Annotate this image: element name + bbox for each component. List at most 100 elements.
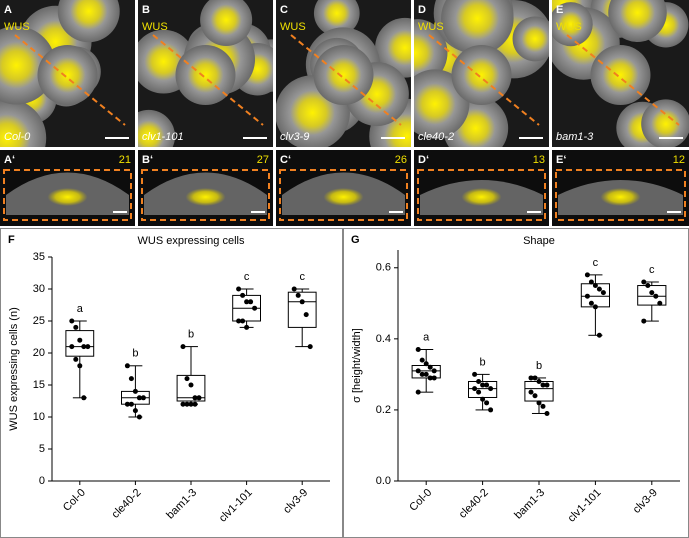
panel-label: D‘ <box>418 154 429 166</box>
data-point <box>480 396 486 402</box>
y-tick-label: 0 <box>39 475 45 487</box>
micrograph <box>138 0 273 147</box>
data-point <box>649 290 655 296</box>
data-point <box>641 318 647 324</box>
wus-signal <box>210 4 242 36</box>
data-point <box>532 375 538 381</box>
data-point <box>69 344 75 350</box>
data-point <box>419 357 425 363</box>
data-point <box>657 300 663 306</box>
wus-signal <box>187 57 224 93</box>
x-tick-label: clv3-9 <box>281 487 310 516</box>
wus-signal <box>144 42 183 81</box>
wus-signal <box>70 0 108 30</box>
wus-signal <box>0 41 40 89</box>
wus-signal <box>651 109 681 139</box>
data-point <box>544 410 550 416</box>
data-point <box>136 395 142 401</box>
chart-title: Shape <box>523 235 555 247</box>
y-tick-label: 30 <box>33 283 45 295</box>
wus-signal <box>325 57 362 93</box>
data-point <box>85 344 91 350</box>
cell-count: 27 <box>257 154 269 166</box>
panel-label: E‘ <box>556 154 566 166</box>
y-tick-label: 25 <box>33 315 45 327</box>
data-point <box>484 400 490 406</box>
section-line <box>428 34 540 126</box>
data-point <box>77 337 83 343</box>
micrograph <box>276 0 411 147</box>
wus-signal <box>138 120 165 147</box>
box <box>287 291 317 328</box>
data-point <box>488 407 494 413</box>
wus-signal <box>461 188 502 206</box>
data-point <box>480 382 486 388</box>
x-tick-label: clv3-9 <box>631 487 660 516</box>
section-outline <box>3 169 132 221</box>
data-point <box>132 408 138 414</box>
box <box>65 330 95 357</box>
data-point <box>588 279 594 285</box>
data-point <box>240 292 246 298</box>
micrograph-content <box>552 0 689 147</box>
data-point <box>240 318 246 324</box>
data-point <box>180 344 186 350</box>
wus-signal <box>600 188 641 206</box>
significance-letter: c <box>649 264 655 276</box>
significance-letter: b <box>188 329 194 341</box>
significance-letter: c <box>244 271 250 283</box>
box <box>637 285 667 306</box>
cell-count: 12 <box>673 154 685 166</box>
stain-label: WUS <box>418 21 444 33</box>
data-point <box>427 364 433 370</box>
panel-label: D <box>418 4 426 16</box>
data-point <box>69 318 75 324</box>
data-point <box>431 368 437 374</box>
data-point <box>484 382 490 388</box>
y-tick-label: 0.0 <box>376 475 391 487</box>
data-point <box>124 363 130 369</box>
data-point <box>303 312 309 318</box>
data-point <box>248 299 254 305</box>
panel-frame <box>343 228 689 538</box>
y-tick-label: 15 <box>33 379 45 391</box>
data-point <box>291 286 297 292</box>
data-point <box>592 304 598 310</box>
section-line <box>14 34 126 126</box>
x-tick-label: Col-0 <box>407 487 434 514</box>
data-point <box>600 290 606 296</box>
wus-signal <box>49 57 86 93</box>
y-tick-label: 35 <box>33 251 45 263</box>
data-point <box>536 378 542 384</box>
data-point <box>184 401 190 407</box>
wus-signal <box>602 57 639 93</box>
data-point <box>584 272 590 278</box>
x-tick-label: clv1-101 <box>217 487 255 525</box>
panel-label: A <box>4 4 12 16</box>
wus-signal <box>0 114 31 147</box>
wus-signal <box>290 90 335 136</box>
section-line <box>290 34 402 126</box>
data-point <box>536 400 542 406</box>
stain-label: WUS <box>142 21 168 33</box>
y-tick-label: 10 <box>33 411 45 423</box>
x-tick-label: clv1-101 <box>566 487 604 525</box>
data-point <box>472 371 478 377</box>
y-axis-label: σ [height/width] <box>351 328 363 403</box>
data-point <box>641 279 647 285</box>
data-point <box>236 318 242 324</box>
data-point <box>653 293 659 299</box>
wus-signal <box>619 0 656 31</box>
data-point <box>188 401 194 407</box>
data-point <box>236 286 242 292</box>
data-point <box>73 356 79 362</box>
section-outline <box>279 169 408 221</box>
data-point <box>140 395 146 401</box>
wus-signal <box>185 188 226 206</box>
data-point <box>540 403 546 409</box>
section-outline <box>141 169 270 221</box>
data-point <box>295 292 301 298</box>
wus-signal <box>323 0 351 27</box>
wus-signal <box>521 25 549 53</box>
data-point <box>128 401 134 407</box>
